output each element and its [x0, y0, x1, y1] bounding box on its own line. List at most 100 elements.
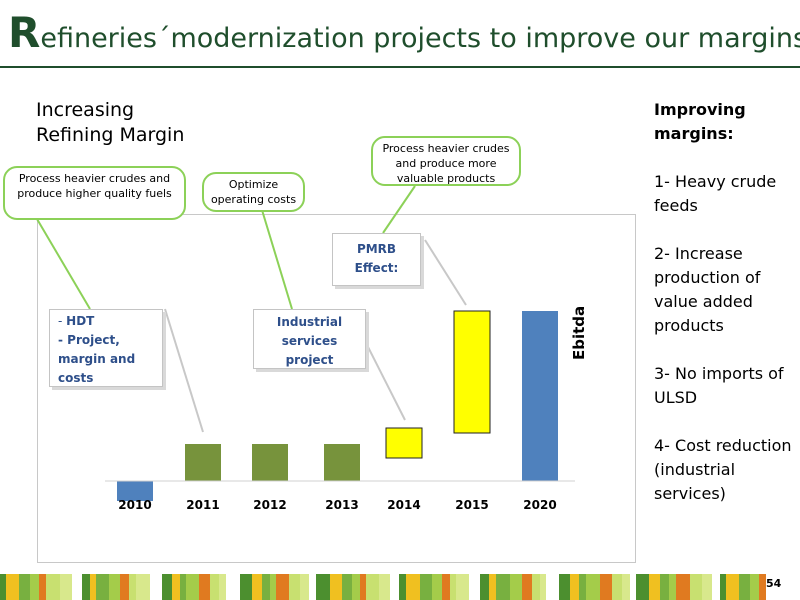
footer-stripe [660, 574, 669, 600]
footer-stripe [649, 574, 660, 600]
title-divider [0, 66, 800, 68]
footer-stripe [456, 574, 469, 600]
footer-stripe [636, 574, 649, 600]
footer-stripe [289, 574, 300, 600]
footer-stripe [750, 574, 759, 600]
footer-stripe [150, 574, 162, 600]
footer-stripe [720, 574, 726, 600]
footer-stripe [496, 574, 510, 600]
footer-stripe [712, 574, 720, 600]
callout-optimize-costs: Optimize operating costs [202, 172, 305, 212]
decorative-footer-strip [0, 574, 800, 600]
y-axis-label: Ebitda [570, 305, 588, 360]
footer-stripe [109, 574, 120, 600]
footer-stripe [262, 574, 270, 600]
footer-stripe [480, 574, 489, 600]
chart-subtitle: Increasing Refining Margin [36, 98, 236, 148]
bar-2014 [385, 427, 423, 459]
x-tick-labels: 2010 2011 2012 2013 2014 2015 2020 [118, 498, 556, 512]
bar-2011 [185, 444, 221, 481]
connector-pmrb [424, 239, 467, 306]
chart-bars [117, 310, 558, 501]
improving-margins-list: Improving margins: 1- Heavy crude feeds … [654, 98, 799, 530]
chart-frame [37, 214, 636, 563]
footer-stripe [90, 574, 96, 600]
footer-stripe [240, 574, 252, 600]
footer-stripe [726, 574, 739, 600]
footer-stripe [432, 574, 442, 600]
industrial-services-box: Industrial services project [253, 309, 366, 369]
footer-stripe [559, 574, 570, 600]
footer-stripe [186, 574, 199, 600]
footer-stripe [219, 574, 226, 600]
footer-stripe [406, 574, 420, 600]
footer-stripe [120, 574, 129, 600]
footer-stripe [226, 574, 240, 600]
footer-stripe [622, 574, 630, 600]
footer-stripe [600, 574, 612, 600]
footer-stripe [199, 574, 210, 600]
bar-2012 [252, 444, 288, 481]
side-item-1: 1- Heavy crude feeds [654, 172, 777, 215]
footer-stripe [570, 574, 579, 600]
callout-heavier-crudes-products: Process heavier crudes and produce more … [371, 136, 521, 186]
footer-stripe [60, 574, 72, 600]
footer-stripe [309, 574, 316, 600]
footer-stripe [0, 574, 6, 600]
hdt-dash: - [58, 314, 67, 328]
footer-stripe [669, 574, 676, 600]
footer-stripe [630, 574, 636, 600]
footer-stripe [690, 574, 702, 600]
footer-stripe [6, 574, 19, 600]
footer-stripe [489, 574, 496, 600]
footer-stripe [162, 574, 172, 600]
side-heading: Improving margins: [654, 100, 746, 143]
footer-stripe [399, 574, 406, 600]
footer-stripe [270, 574, 276, 600]
footer-stripe [252, 574, 262, 600]
connector-callout-2 [261, 209, 293, 310]
side-item-4: 4- Cost reduction (industrial services) [654, 436, 792, 503]
footer-stripe [579, 574, 586, 600]
page-number: 54 [766, 577, 782, 590]
footer-stripe [19, 574, 30, 600]
footer-stripe [46, 574, 60, 600]
connector-callout-3 [382, 185, 416, 234]
footer-stripe [342, 574, 352, 600]
footer-stripe [510, 574, 522, 600]
callout-connectors [36, 185, 467, 433]
footer-stripe [30, 574, 39, 600]
footer-stripe [360, 574, 366, 600]
x-tick-2012: 2012 [253, 498, 286, 512]
footer-stripe [352, 574, 360, 600]
connector-industrial [365, 342, 406, 421]
footer-stripe [276, 574, 289, 600]
footer-stripe [442, 574, 450, 600]
footer-stripe [522, 574, 532, 600]
connector-callout-1 [36, 218, 91, 310]
footer-stripe [82, 574, 90, 600]
footer-stripe [420, 574, 432, 600]
bar-2010 [117, 481, 153, 501]
hdt-detail: - Project, margin and costs [58, 333, 136, 385]
slide-title: Refineries´modernization projects to imp… [8, 8, 800, 57]
x-tick-2015: 2015 [455, 498, 488, 512]
side-item-2: 2- Increase production of value added pr… [654, 244, 761, 335]
footer-stripe [612, 574, 622, 600]
x-tick-2020: 2020 [523, 498, 556, 512]
footer-stripe [172, 574, 180, 600]
bar-2020 [522, 311, 558, 481]
footer-stripe [300, 574, 309, 600]
footer-stripe [739, 574, 750, 600]
hdt-label: HDT [66, 314, 95, 328]
x-tick-2014: 2014 [387, 498, 420, 512]
footer-stripe [546, 574, 559, 600]
pmrb-effect-box: PMRB Effect: [332, 233, 421, 286]
footer-stripe [540, 574, 546, 600]
bar-2013 [324, 444, 360, 481]
subtitle-line-2: Refining Margin [36, 124, 185, 146]
footer-stripe [366, 574, 379, 600]
callout-heavier-crudes-fuels: Process heavier crudes and produce highe… [3, 166, 186, 220]
x-tick-2010: 2010 [118, 498, 151, 512]
